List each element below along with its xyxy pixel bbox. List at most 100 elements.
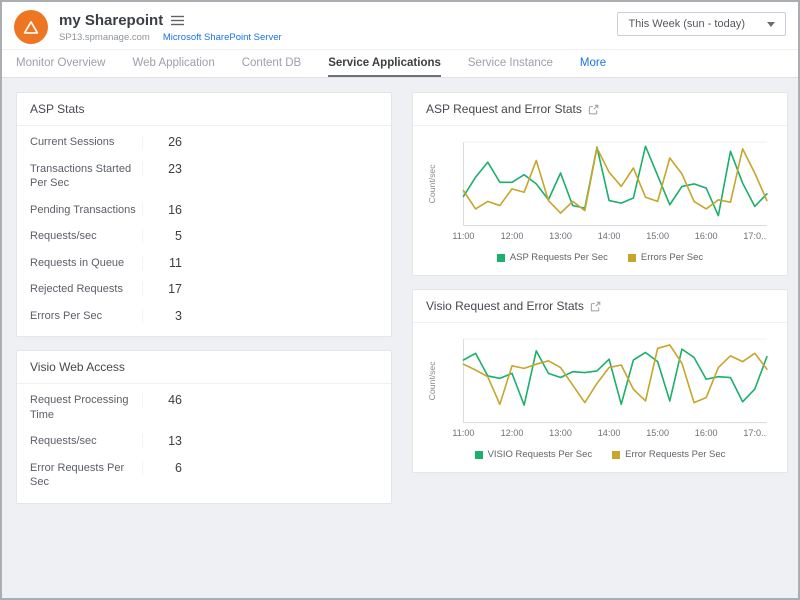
table-row: Requests in Queue 11 — [30, 250, 378, 277]
panel-title-text: Visio Request and Error Stats — [426, 299, 584, 313]
hamburger-menu-icon[interactable] — [171, 15, 185, 26]
stat-label: Requests/sec — [30, 230, 97, 243]
legend-label: Error Requests Per Sec — [625, 449, 726, 460]
asp-stats-panel-title: ASP Stats — [17, 93, 391, 126]
sharepoint-server-link[interactable]: Microsoft SharePoint Server — [162, 31, 282, 43]
title-block: my Sharepoint SP13.spmanage.com Microsof… — [59, 12, 282, 43]
svg-text:17:0..: 17:0.. — [743, 428, 766, 438]
tab-service-applications[interactable]: Service Applications — [328, 50, 441, 77]
right-column: ASP Request and Error Stats Count/sec 11:… — [412, 92, 788, 473]
tab-monitor-overview[interactable]: Monitor Overview — [16, 57, 106, 69]
visio-chart-legend: VISIO Requests Per Sec Error Requests Per… — [423, 449, 777, 460]
svg-text:15:00: 15:00 — [646, 231, 669, 241]
svg-text:16:00: 16:00 — [695, 231, 718, 241]
legend-label: VISIO Requests Per Sec — [487, 449, 593, 460]
tab-bar: Monitor Overview Web Application Content D… — [2, 49, 798, 78]
asp-chart-wrap: Count/sec 11:00 12:00 13:00 14:00 15:00 16:00 1… — [413, 126, 787, 275]
asp-chart-legend: ASP Requests Per Sec Errors Per Sec — [423, 252, 777, 263]
alert-triangle-icon — [23, 21, 39, 34]
stat-value: 13 — [142, 434, 182, 449]
stat-label: Current Sessions — [30, 136, 115, 148]
monitor-logo — [14, 10, 48, 44]
visio-chart-wrap: Count/sec 11:00 12:00 13:00 14:00 15:00 16:00 1… — [413, 323, 787, 472]
stat-label: Request Processing Time — [30, 394, 129, 421]
svg-text:17:0..: 17:0.. — [743, 231, 766, 241]
svg-text:Count/sec: Count/sec — [427, 361, 437, 401]
legend-label: Errors Per Sec — [640, 252, 704, 263]
legend-swatch-icon — [474, 450, 483, 459]
monitor-host: SP13.spmanage.com — [59, 31, 150, 43]
table-row: Request Processing Time 46 — [30, 387, 378, 428]
stat-label: Requests/sec — [30, 435, 97, 448]
visio-stats-table: Request Processing Time 46 Requests/sec 13 E… — [17, 384, 391, 503]
stat-value: 16 — [142, 202, 182, 217]
table-row: Error Requests Per Sec 6 — [30, 455, 378, 496]
stat-value: 46 — [142, 393, 182, 408]
svg-text:14:00: 14:00 — [598, 231, 621, 241]
open-in-new-icon[interactable] — [590, 301, 601, 312]
svg-text:14:00: 14:00 — [598, 428, 621, 438]
page-title: my Sharepoint — [59, 11, 164, 29]
asp-stats-table: Current Sessions 26 Transactions Started P… — [17, 126, 391, 336]
stat-value: 23 — [142, 161, 182, 176]
stat-value: 5 — [142, 229, 182, 244]
stat-value: 11 — [142, 255, 182, 270]
panel-title-text: ASP Stats — [30, 102, 85, 116]
svg-text:11:00: 11:00 — [452, 428, 474, 438]
asp-chart-panel-title: ASP Request and Error Stats — [413, 93, 787, 126]
legend-item[interactable]: ASP Requests Per Sec — [496, 252, 608, 263]
tab-web-application[interactable]: Web Application — [132, 57, 215, 69]
asp-chart-panel: ASP Request and Error Stats Count/sec 11:… — [412, 92, 788, 276]
stat-value: 6 — [142, 460, 182, 475]
legend-swatch-icon — [627, 253, 636, 262]
legend-item[interactable]: VISIO Requests Per Sec — [474, 449, 593, 460]
stat-label: Pending Transactions — [30, 203, 136, 216]
chevron-down-icon — [767, 21, 775, 27]
panel-title-text: ASP Request and Error Stats — [426, 102, 582, 116]
table-row: Transactions Started Per Sec 23 — [30, 156, 378, 197]
visio-chart-panel-title: Visio Request and Error Stats — [413, 290, 787, 323]
stat-value: 26 — [142, 135, 182, 149]
svg-text:13:00: 13:00 — [549, 428, 572, 438]
tab-service-instance[interactable]: Service Instance — [467, 57, 553, 69]
svg-text:11:00: 11:00 — [452, 231, 474, 241]
table-row: Pending Transactions 16 — [30, 197, 378, 224]
table-row: Current Sessions 26 — [30, 129, 378, 156]
legend-swatch-icon — [496, 253, 505, 262]
asp-line-chart: Count/sec 11:00 12:00 13:00 14:00 15:00 16:00 1… — [427, 141, 768, 241]
svg-text:15:00: 15:00 — [646, 428, 669, 438]
table-row: Errors Per Sec 3 — [30, 303, 378, 330]
svg-text:12:00: 12:00 — [501, 231, 524, 241]
visio-web-access-panel: Visio Web Access Request Processing Time… — [16, 350, 392, 504]
stat-label: Requests in Queue — [30, 256, 125, 269]
visio-web-access-panel-title: Visio Web Access — [17, 351, 391, 385]
svg-text:Count/sec: Count/sec — [427, 164, 437, 204]
tab-content-db[interactable]: Content DB — [241, 57, 302, 69]
asp-stats-panel: ASP Stats Current Sessions 26 Transactions… — [16, 92, 392, 338]
stat-label: Error Requests Per Sec — [30, 461, 125, 489]
svg-text:13:00: 13:00 — [549, 231, 572, 241]
content-area: ASP Stats Current Sessions 26 Transactions… — [2, 78, 798, 598]
svg-text:16:00: 16:00 — [695, 428, 718, 438]
time-range-select[interactable]: This Week (sun - today) — [617, 12, 786, 36]
stat-value: 17 — [142, 282, 182, 297]
stat-label: Transactions Started Per Sec — [30, 162, 132, 190]
table-row: Requests/sec 5 — [30, 223, 378, 250]
open-in-new-icon[interactable] — [588, 104, 599, 115]
legend-swatch-icon — [612, 450, 621, 459]
visio-chart-panel: Visio Request and Error Stats Count/sec 1… — [412, 289, 788, 473]
legend-label: ASP Requests Per Sec — [509, 252, 608, 263]
svg-text:12:00: 12:00 — [501, 428, 524, 438]
legend-item[interactable]: Error Requests Per Sec — [612, 449, 725, 460]
stat-label: Errors Per Sec — [30, 309, 103, 322]
stat-label: Rejected Requests — [30, 283, 123, 296]
tab-more[interactable]: More — [579, 57, 607, 69]
legend-item[interactable]: Errors Per Sec — [627, 252, 704, 263]
visio-line-chart: Count/sec 11:00 12:00 13:00 14:00 15:00 16:00 1… — [427, 338, 768, 438]
table-row: Requests/sec 13 — [30, 428, 378, 455]
header: my Sharepoint SP13.spmanage.com Microsof… — [2, 2, 798, 49]
table-row: Rejected Requests 17 — [30, 276, 378, 303]
panel-title-text: Visio Web Access — [30, 360, 125, 375]
stat-value: 3 — [142, 308, 182, 323]
